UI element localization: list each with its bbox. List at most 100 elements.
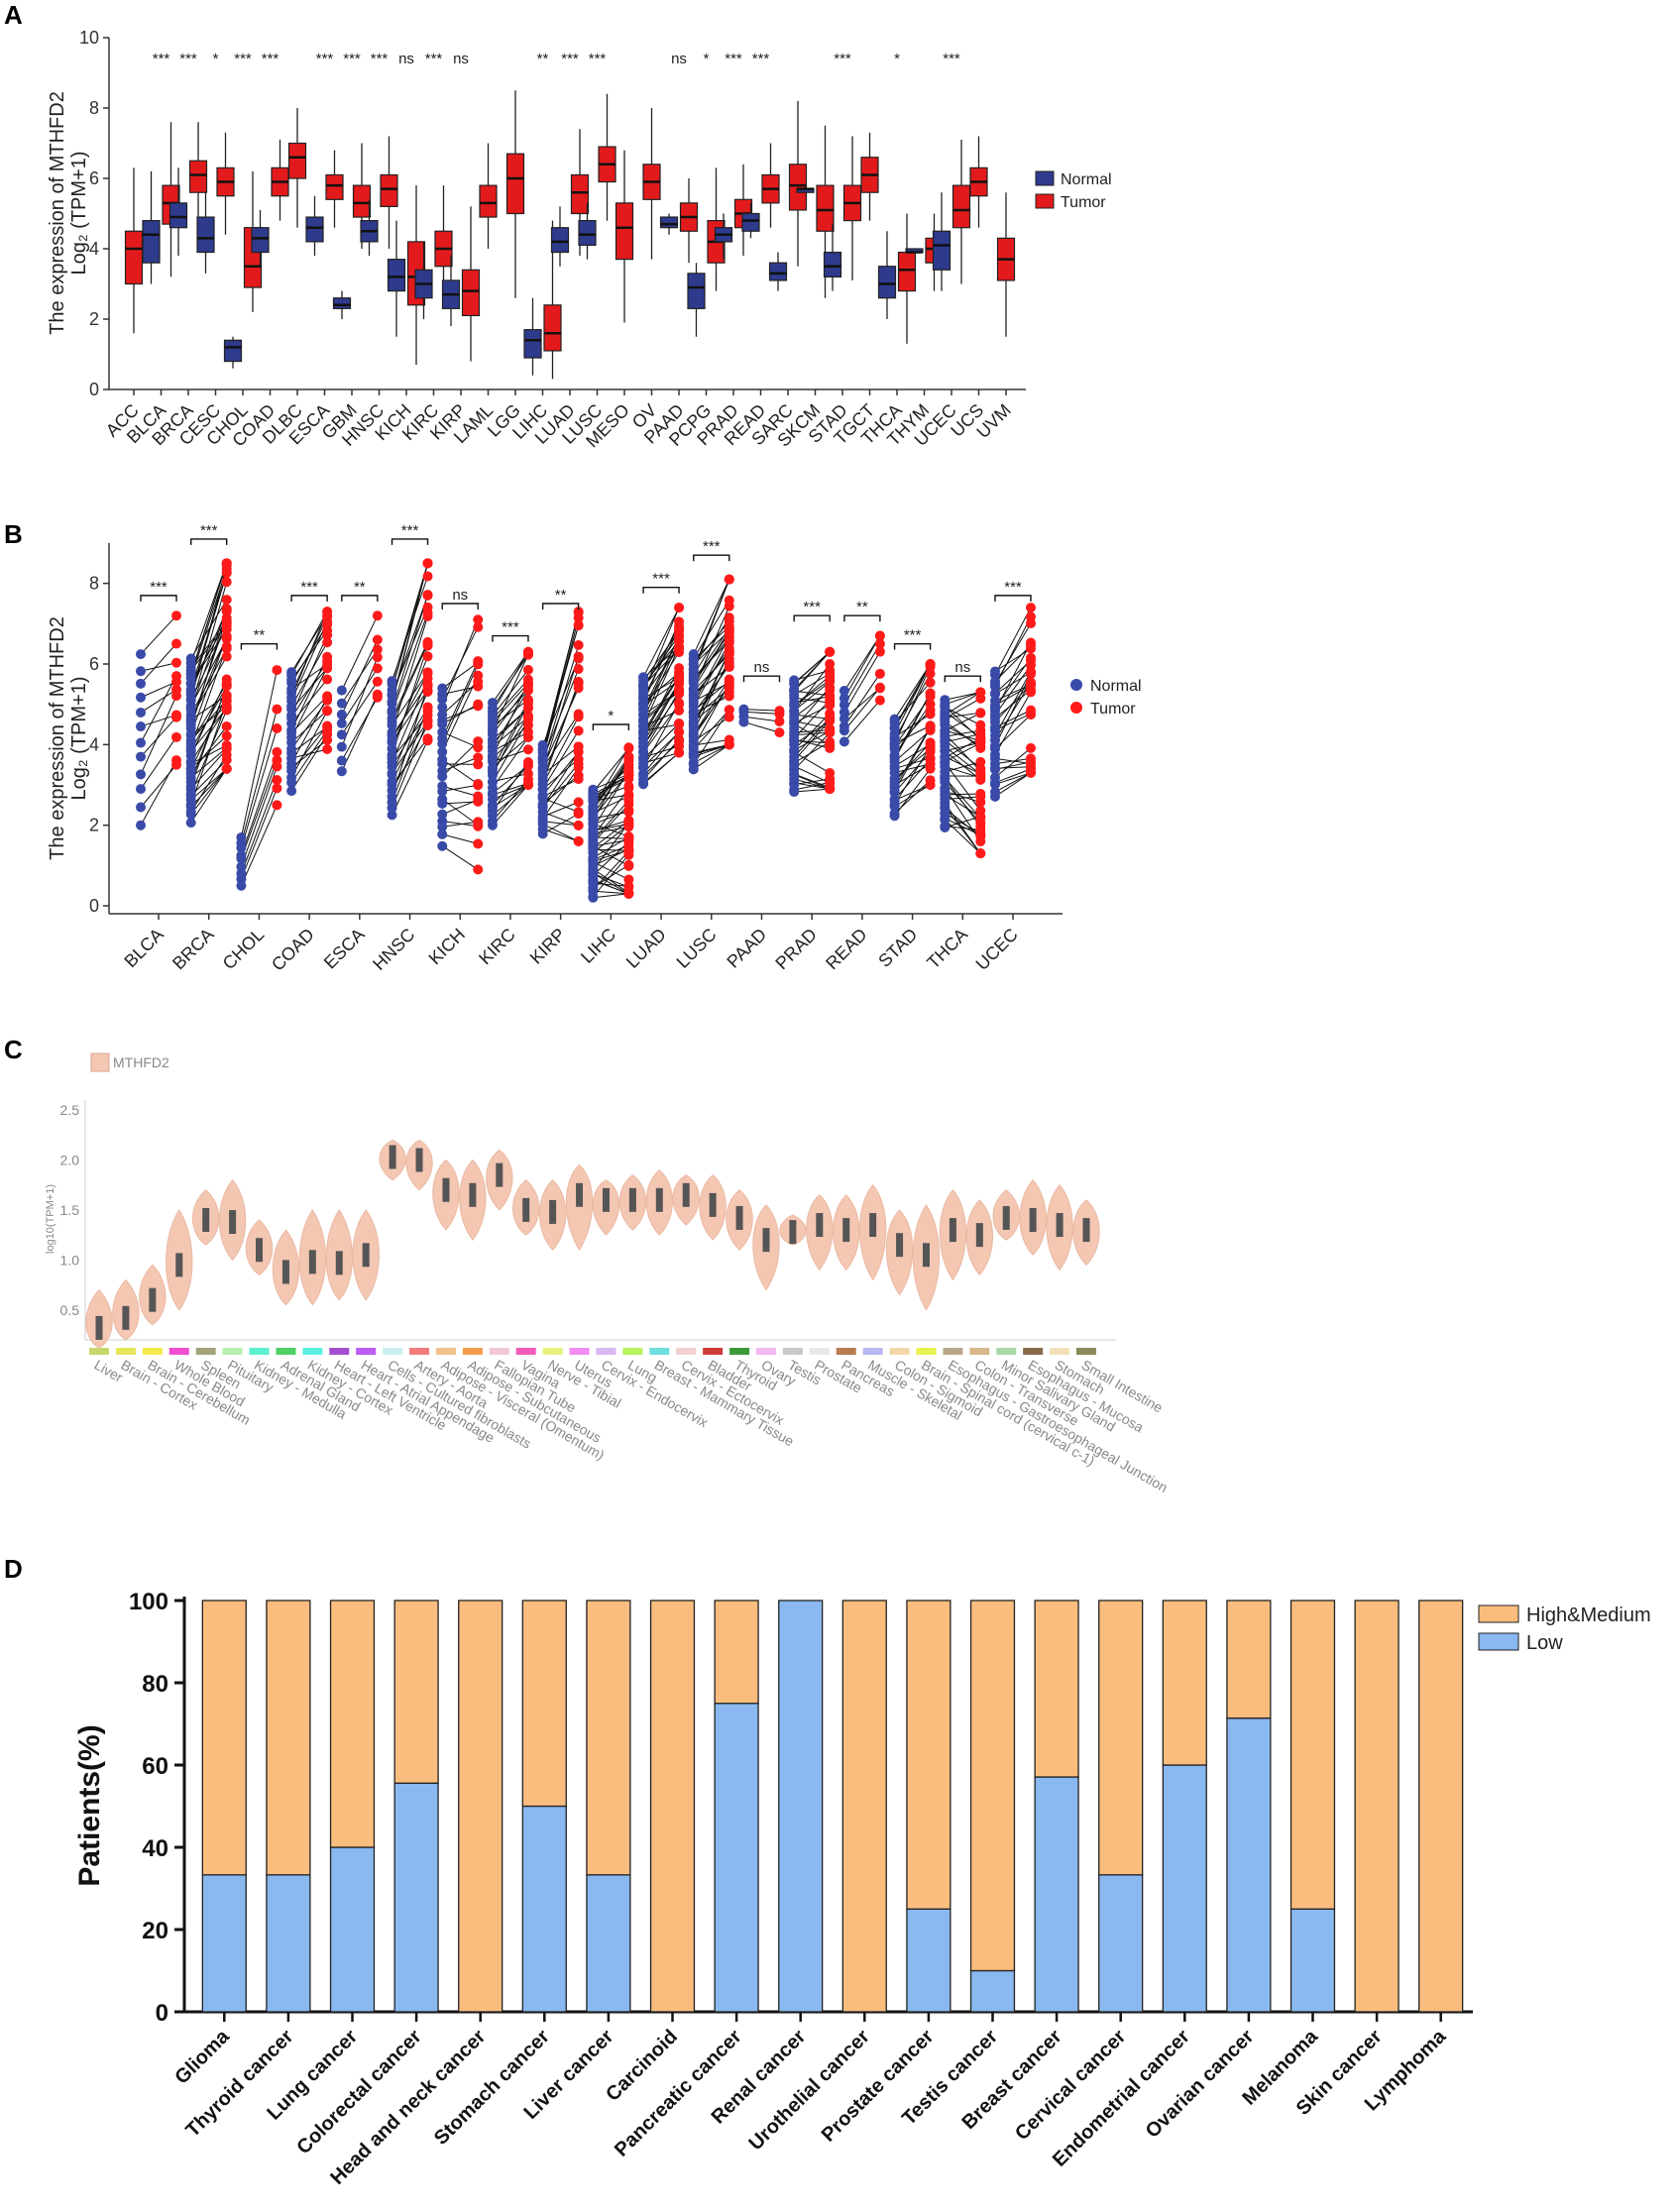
b-x-tick-label: PAAD [723, 925, 770, 972]
b-pair-line [894, 751, 931, 794]
b-pair-line [392, 607, 428, 695]
b-pair-line [190, 695, 227, 720]
b-pair-line [442, 821, 479, 828]
b-pair-line [642, 646, 680, 726]
b-pair-line [593, 796, 629, 814]
b-pair-line [693, 616, 730, 676]
b-pair-line [693, 688, 730, 718]
b-pair-line [542, 758, 579, 790]
b-pair-line [492, 701, 529, 770]
b-pair-line [793, 741, 831, 764]
b-point-tumor [975, 788, 986, 799]
b-point-tumor [322, 734, 333, 745]
b-pair-line [392, 684, 428, 736]
b-pair-line [944, 733, 981, 772]
b-point-tumor [825, 665, 836, 676]
c-tissue-color-chip [969, 1348, 990, 1355]
b-pair-line [794, 729, 831, 733]
c-violin-box [1029, 1208, 1037, 1232]
c-tissue-color-chip [542, 1348, 563, 1355]
b-pair-line [140, 662, 177, 672]
b-pair-line [492, 708, 529, 740]
b-point-tumor [221, 651, 232, 662]
c-violin-box [655, 1187, 663, 1212]
b-point-tumor [975, 742, 986, 753]
a-box-tumor-lihc-box [543, 304, 562, 352]
b-pair-line [945, 698, 981, 719]
b-pair-line [593, 824, 629, 853]
c-violin-29 [859, 1183, 887, 1281]
d-bar-high-medium [201, 1600, 247, 1876]
b-pair-line [642, 693, 680, 746]
d-bar-low [586, 1874, 631, 2013]
b-pair-line [392, 615, 429, 733]
a-box-normal-brca [168, 167, 188, 257]
c-tissue-color-chip [383, 1348, 403, 1355]
b-point-tumor [322, 705, 333, 716]
b-pair-line [392, 641, 428, 719]
b-pair-line [794, 788, 831, 793]
b-pair-line [290, 642, 328, 707]
b-point-tumor [724, 635, 734, 646]
b-significance-bracket [843, 614, 881, 622]
a-box-normal-esca [305, 195, 324, 257]
b-pair-line [693, 642, 730, 708]
b-point-tumor [825, 767, 836, 778]
c-violin-11 [379, 1139, 406, 1181]
b-x-tick-label: KIRC [475, 925, 519, 969]
b-point-tumor [522, 768, 533, 779]
b-significance-label: *** [703, 538, 721, 555]
b-point-tumor [573, 741, 584, 752]
b-pair-line [341, 697, 379, 761]
b-point-tumor [573, 683, 584, 694]
b-pair-line [392, 740, 428, 816]
c-violin-box [549, 1199, 557, 1224]
b-pair-line [945, 790, 981, 803]
b-pair-line [693, 710, 730, 765]
b-pair-line [140, 675, 177, 743]
b-significance-bracket [793, 614, 831, 622]
b-point-normal [990, 772, 1000, 783]
b-significance-bracket [190, 538, 228, 545]
b-x-tick-label: LUAD [622, 925, 670, 972]
a-box-normal-kirp [441, 256, 461, 327]
c-violin-box [1002, 1205, 1010, 1230]
b-point-tumor [724, 620, 734, 631]
b-pair-line [341, 649, 379, 705]
b-point-tumor [674, 719, 685, 730]
a-box-normal-coad-box [251, 227, 270, 254]
b-group-prad: *** [789, 599, 836, 798]
d-x-tick-label: Glioma [170, 2025, 234, 2088]
b-pair-line [240, 788, 278, 880]
a-box-normal-pcpg [687, 263, 706, 337]
a-box-tumor-luad-box [570, 173, 590, 215]
b-point-tumor [322, 625, 333, 636]
b-point-tumor [171, 638, 181, 649]
b-pair-line [994, 689, 1032, 719]
a-box-normal-skcm [796, 185, 815, 193]
b-point-tumor [623, 874, 634, 885]
b-pair-line [190, 735, 228, 769]
a-significance-label: *** [371, 51, 389, 67]
b-pair-line [793, 717, 831, 758]
c-tissue-color-chip [755, 1348, 776, 1355]
b-point-tumor [1026, 667, 1036, 678]
b-point-tumor [825, 723, 836, 734]
a-significance-label: ** [537, 51, 549, 67]
b-significance-bracket [290, 595, 328, 602]
b-point-tumor [473, 701, 484, 712]
b-point-normal [185, 653, 196, 664]
d-bar-low [1226, 1717, 1272, 2013]
b-point-normal [336, 709, 347, 719]
a-box-normal-sarc-box [768, 262, 788, 281]
b-pair-line [492, 669, 529, 717]
b-point-tumor [674, 705, 685, 716]
b-significance-bracket [492, 634, 529, 642]
b-pair-line [392, 715, 428, 759]
c-violin-box [1082, 1218, 1090, 1243]
b-point-tumor [573, 835, 584, 846]
b-pair-line [240, 727, 278, 848]
b-pair-line [542, 811, 579, 827]
b-point-tumor [221, 730, 232, 741]
b-x-tick-label: KICH [425, 925, 470, 969]
